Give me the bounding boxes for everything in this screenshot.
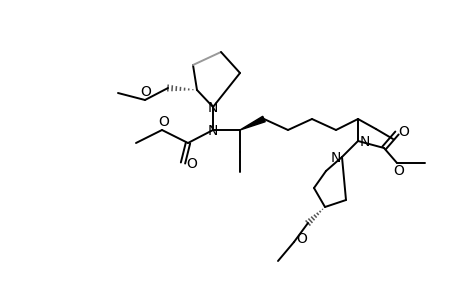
Text: N: N: [207, 101, 218, 115]
Text: O: O: [158, 115, 169, 129]
Text: O: O: [296, 232, 307, 246]
Text: N: N: [359, 135, 369, 149]
Text: N: N: [330, 151, 341, 165]
Text: O: O: [397, 125, 409, 139]
Polygon shape: [240, 116, 265, 130]
Text: O: O: [186, 157, 197, 171]
Text: O: O: [393, 164, 403, 178]
Text: N: N: [207, 124, 218, 138]
Text: O: O: [140, 85, 151, 99]
